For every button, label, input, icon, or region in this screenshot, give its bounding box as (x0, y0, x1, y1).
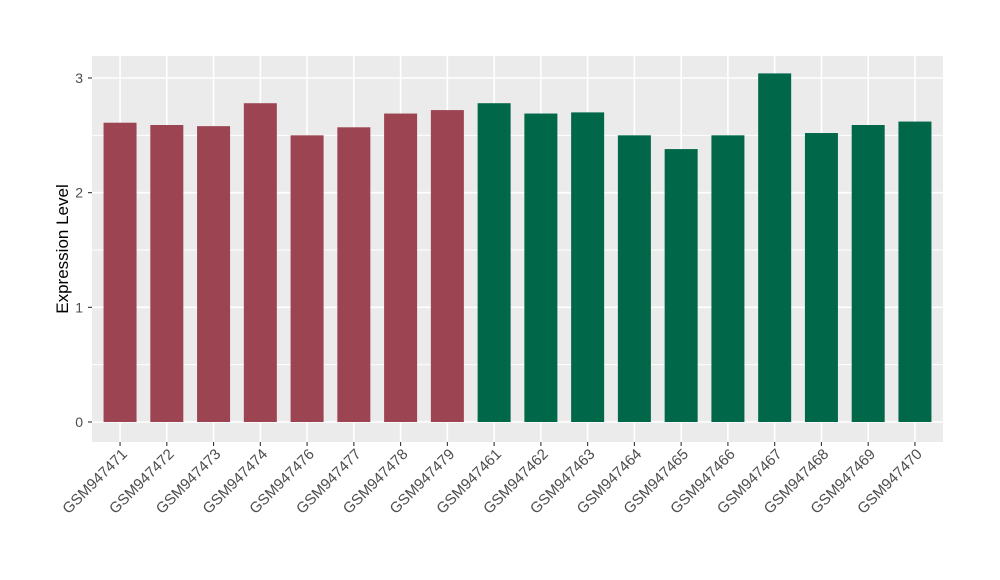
bar-GSM947472 (150, 125, 184, 422)
bar-GSM947478 (384, 113, 418, 423)
y-axis-tick-label: 1 (75, 299, 83, 315)
bar-GSM947468 (804, 133, 838, 422)
bar-GSM947465 (664, 149, 698, 423)
bar-GSM947474 (243, 103, 277, 422)
bar-GSM947463 (571, 112, 605, 423)
bar-GSM947477 (337, 127, 371, 423)
y-axis-tick-label: 3 (75, 70, 83, 86)
bar-GSM947470 (898, 121, 932, 422)
bar-GSM947479 (430, 110, 464, 423)
bar-GSM947471 (103, 122, 137, 422)
bar-GSM947476 (290, 135, 324, 422)
bar-GSM947469 (851, 125, 885, 422)
bar-GSM947464 (617, 135, 651, 422)
y-axis-title: Expression Level (53, 184, 72, 313)
bar-GSM947467 (758, 73, 792, 422)
bar-GSM947461 (477, 103, 511, 422)
bar-GSM947462 (524, 113, 558, 423)
y-axis-tick-label: 0 (75, 414, 83, 430)
bar-GSM947466 (711, 135, 745, 422)
bar-GSM947473 (197, 126, 231, 422)
plot-panel (92, 56, 943, 442)
plot-area: 0123GSM947471GSM947472GSM947473GSM947474… (59, 56, 943, 517)
y-axis-tick-label: 2 (75, 185, 83, 201)
